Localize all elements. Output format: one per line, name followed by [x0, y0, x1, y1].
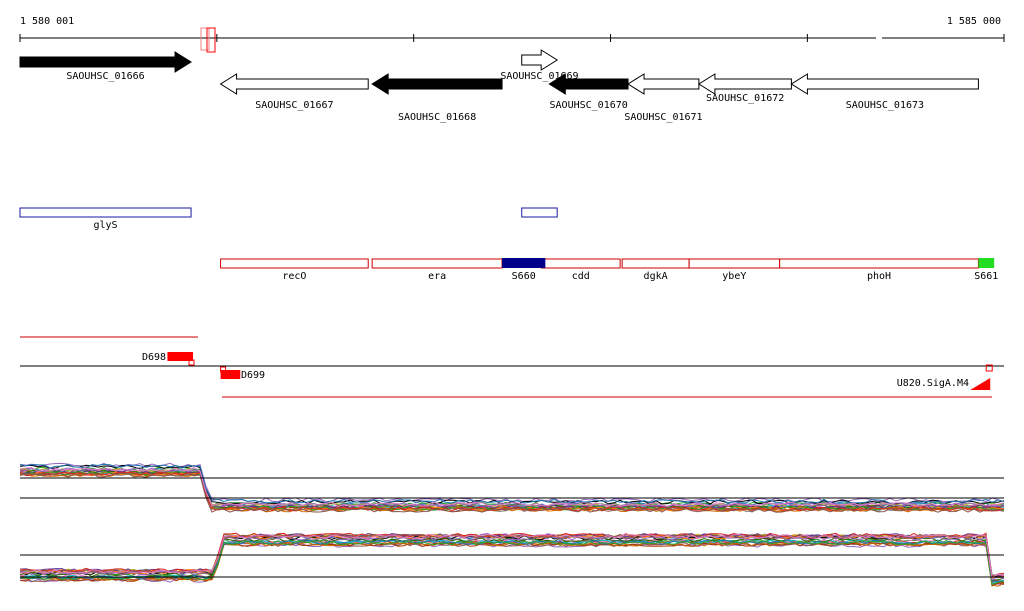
srna-marker[interactable]	[502, 258, 546, 268]
operon-feature-box[interactable]	[371, 258, 503, 269]
expression-profile-line	[19, 541, 1005, 587]
expression-profile-line	[19, 533, 1005, 579]
promoter-marker-box	[188, 359, 195, 366]
regulatory-track: D698 D699 U820.SigA.M4	[20, 336, 1004, 398]
gene-arrow[interactable]	[790, 73, 979, 95]
operon-feature-label: era	[428, 271, 446, 282]
expression-profile-line	[19, 539, 1005, 582]
gene-label: SAOUHSC_01669	[500, 71, 578, 82]
promoter-marker[interactable]	[167, 352, 194, 361]
regulatory-label: U820.SigA.M4	[897, 378, 969, 389]
promoter-marker[interactable]	[220, 370, 241, 379]
gene-label: SAOUHSC_01668	[398, 112, 476, 123]
gene-arrow[interactable]	[19, 51, 192, 73]
gene-label: SAOUHSC_01671	[624, 112, 702, 123]
operon-feature-box[interactable]	[688, 258, 781, 269]
operon-feature-label: recO	[282, 271, 306, 282]
gene-label: SAOUHSC_01672	[706, 93, 784, 104]
expression-profile-line	[19, 538, 1005, 583]
srna-marker-label: S661	[974, 271, 998, 282]
ruler-start-label: 1 580 001	[20, 16, 74, 27]
srna-marker-label: S660	[512, 271, 536, 282]
promoter-marker-box	[220, 366, 227, 373]
expression-profile-line	[19, 462, 1005, 503]
srna-marker[interactable]	[978, 258, 995, 268]
gene-label: SAOUHSC_01670	[550, 100, 628, 111]
ruler-gap	[876, 35, 882, 41]
ruler-highlight-marker	[200, 27, 210, 51]
terminator-marker-box	[985, 364, 993, 372]
expression-profile-line	[19, 467, 1005, 507]
terminator-marker[interactable]	[970, 378, 991, 390]
expression-profile-line	[19, 463, 1005, 504]
expression-profile-line	[19, 532, 1005, 578]
gene-arrow[interactable]	[697, 73, 792, 95]
coordinate-ruler: 1 580 001 1 585 000	[19, 16, 1005, 53]
gene-label: SAOUHSC_01666	[66, 71, 144, 82]
expression-profile-track	[19, 462, 1005, 587]
blue-feature-track: glyS	[19, 207, 558, 231]
expression-profile-line	[19, 540, 1005, 586]
operon-feature-label: phoH	[867, 271, 891, 282]
operon-feature-label: cdd	[572, 271, 590, 282]
regulatory-label: D699	[241, 370, 265, 381]
operon-feature-box[interactable]	[621, 258, 690, 269]
expression-profile-line	[19, 541, 1005, 587]
gene-arrow[interactable]	[219, 73, 369, 95]
operon-feature-box[interactable]	[220, 258, 369, 269]
gene-arrow[interactable]	[627, 73, 700, 95]
blue-feature-box[interactable]	[19, 207, 192, 218]
ruler-highlight-marker	[206, 27, 216, 53]
operon-feature-label: dgkA	[644, 271, 668, 282]
ruler-end-label: 1 585 000	[947, 16, 1001, 27]
operon-feature-box[interactable]	[540, 258, 621, 269]
gene-arrow[interactable]	[521, 49, 559, 71]
gene-track: SAOUHSC_01666 SAOUHSC_01667 SAOUHSC_01668 S…	[19, 49, 979, 123]
blue-feature-box[interactable]	[521, 207, 558, 218]
gene-label: SAOUHSC_01667	[255, 100, 333, 111]
operon-feature-track: recO era cdd dgkA ybeY phoH S660 S661	[220, 258, 998, 282]
expression-profile-line	[19, 472, 1005, 513]
operon-feature-box[interactable]	[779, 258, 979, 269]
gene-arrow[interactable]	[371, 73, 503, 95]
gene-label: SAOUHSC_01673	[846, 100, 924, 111]
operon-feature-label: ybeY	[722, 271, 746, 282]
blue-feature-label: glyS	[93, 220, 117, 231]
regulatory-label: D698	[142, 352, 166, 363]
gene-arrow[interactable]	[548, 73, 629, 95]
